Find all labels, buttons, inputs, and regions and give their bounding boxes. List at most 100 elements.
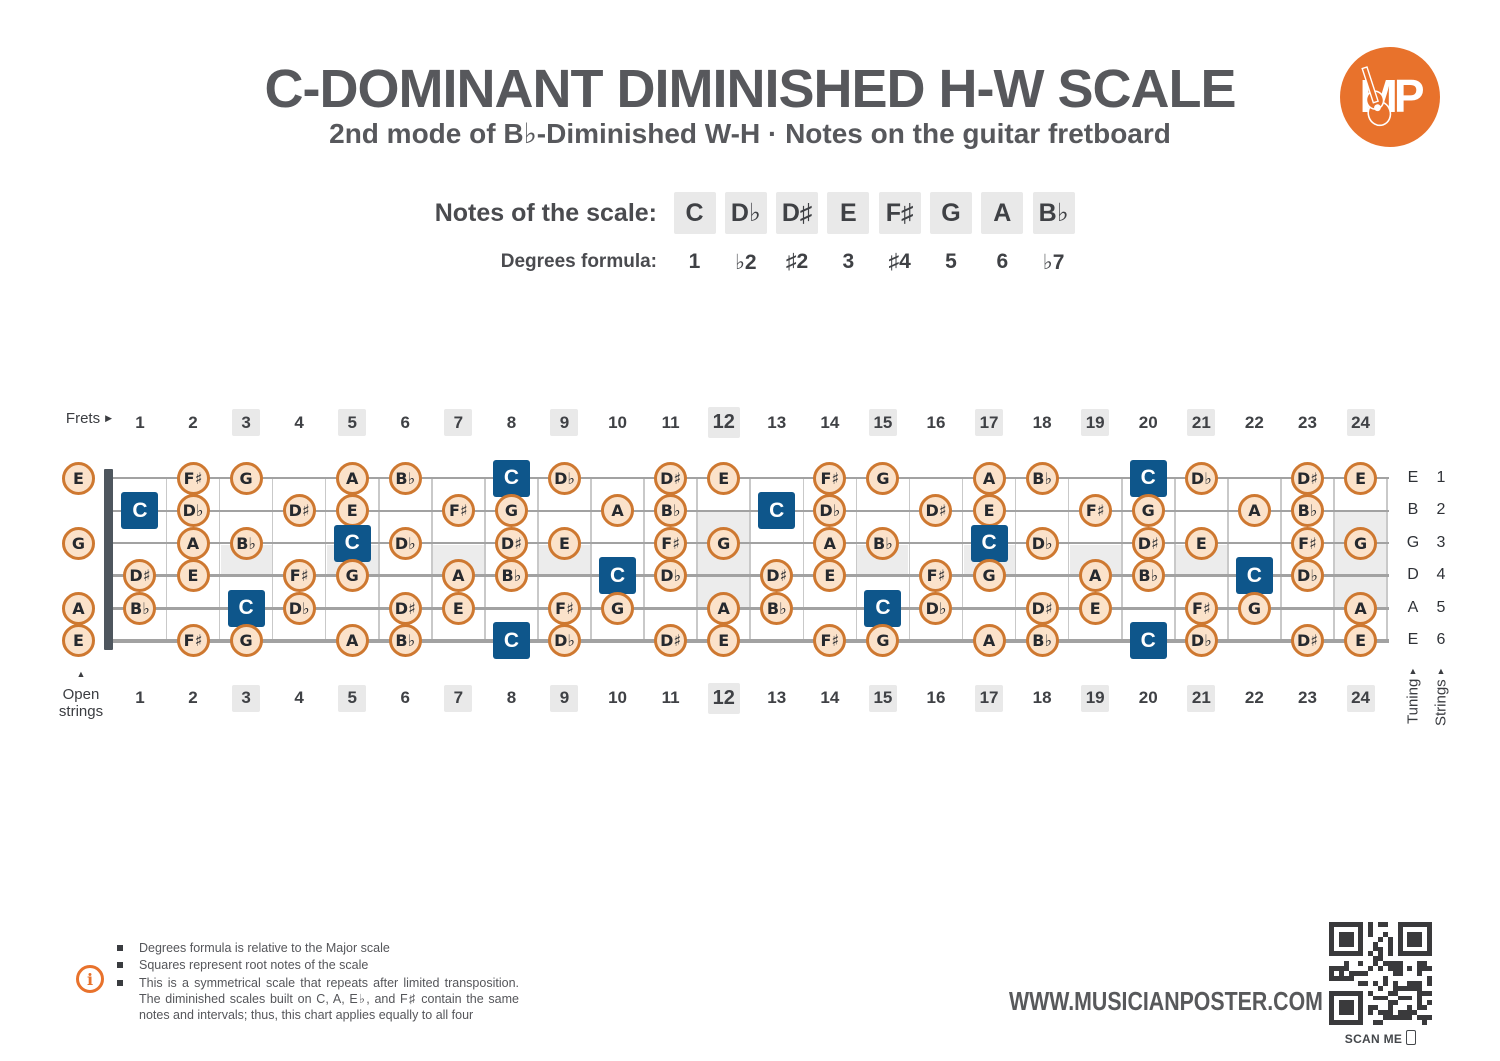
qr-module (1422, 990, 1428, 996)
qr-module (1397, 922, 1403, 927)
degree-value: 3 (842, 250, 855, 273)
qr-module (1338, 931, 1344, 937)
website-url: WWW.MUSICIANPOSTER.COM (1009, 986, 1323, 1016)
qr-module (1417, 1005, 1423, 1011)
qr-module (1422, 961, 1428, 967)
note-marker: D♭ (176, 494, 210, 528)
qr-module (1417, 922, 1423, 927)
qr-module (1348, 1005, 1354, 1011)
note-marker: E (1078, 591, 1112, 625)
fret-number: 17 (975, 409, 1004, 436)
qr-module (1402, 1010, 1408, 1016)
qr-module (1329, 995, 1334, 1001)
fret-wire (484, 477, 486, 642)
fret-number: 2 (188, 412, 198, 432)
fret-number: 7 (444, 684, 473, 712)
qr-module (1348, 936, 1354, 942)
qr-module (1407, 1015, 1413, 1021)
note-marker: B♭ (388, 461, 422, 495)
qr-module (1348, 990, 1354, 996)
fret-wire (749, 477, 752, 642)
qr-module (1378, 956, 1383, 962)
note-marker: E (1184, 526, 1218, 560)
qr-module (1353, 922, 1359, 927)
qr-module (1407, 966, 1413, 972)
note-marker: A (62, 591, 95, 625)
qr-module (1397, 966, 1403, 972)
qr-module (1358, 922, 1364, 927)
qr-module (1343, 1005, 1349, 1011)
note-marker: B♭ (1025, 624, 1059, 658)
qr-module (1422, 1015, 1428, 1021)
qr-module (1343, 951, 1349, 957)
fret-wire (1067, 477, 1070, 642)
qr-module (1397, 941, 1403, 947)
string-number: 4 (1436, 566, 1446, 584)
footnote-text: Degrees formula is relative to the Major… (139, 941, 390, 955)
qr-module (1387, 946, 1393, 952)
info-icon: i (76, 965, 104, 993)
qr-module (1358, 1010, 1364, 1016)
scale-note-chip: D♯ (776, 192, 819, 234)
qr-module (1338, 1020, 1344, 1025)
qr-module (1392, 980, 1398, 986)
root-note-marker: C (492, 622, 530, 660)
qr-module (1348, 931, 1354, 937)
degree-value: ♯4 (888, 250, 911, 273)
note-marker: D♭ (919, 591, 953, 625)
qr-module (1417, 990, 1423, 996)
qr-module (1427, 975, 1432, 981)
fret-number: 5 (338, 409, 367, 436)
qr-module (1338, 951, 1344, 957)
notes-of-scale-label: Notes of the scale: (434, 199, 657, 227)
fret-wire (1227, 477, 1229, 642)
qr-module (1373, 1020, 1379, 1025)
fret-number: 16 (926, 412, 946, 432)
qr-module (1368, 1005, 1374, 1011)
note-marker: G (1237, 591, 1271, 625)
note-marker: F♯ (919, 559, 953, 593)
note-marker: F♯ (547, 591, 581, 625)
qr-module (1329, 966, 1334, 972)
scan-me-text: SCAN ME (1344, 1032, 1403, 1046)
qr-module (1397, 926, 1403, 932)
footnote-text: Squares represent root notes of the scal… (139, 958, 369, 973)
qr-module (1378, 951, 1383, 957)
fret-number: 12 (707, 407, 740, 438)
qr-module (1427, 1020, 1432, 1025)
frets-label-text: Frets (65, 410, 101, 427)
qr-module (1387, 966, 1393, 972)
qr-module (1343, 990, 1349, 996)
qr-module (1329, 971, 1334, 976)
fret-wire (1280, 477, 1282, 642)
degree-value: 5 (945, 250, 957, 273)
qr-module (1407, 936, 1413, 942)
qr-module (1387, 936, 1393, 942)
qr-module (1427, 966, 1432, 972)
note-marker: A (335, 624, 369, 658)
qr-module (1407, 985, 1413, 991)
guitar-icon (1361, 66, 1392, 127)
square-bullet-icon (117, 962, 123, 969)
note-marker: D♯ (1290, 624, 1324, 658)
qr-module (1397, 985, 1403, 991)
qr-module (1373, 956, 1379, 962)
fret-number: 22 (1244, 688, 1264, 707)
qr-module (1407, 922, 1413, 927)
qr-module (1373, 1005, 1379, 1011)
string-number: 3 (1436, 533, 1446, 551)
note-marker: G (866, 461, 900, 495)
root-note-marker: C (1129, 459, 1167, 497)
qr-module (1373, 995, 1379, 1001)
qr-module (1412, 1010, 1418, 1016)
note-marker: D♭ (813, 494, 847, 528)
qr-module (1397, 1015, 1403, 1021)
fret-number: 18 (1032, 412, 1052, 432)
fret-number: 2 (188, 688, 198, 707)
qr-module (1392, 985, 1398, 991)
qr-module (1358, 1000, 1364, 1006)
fret-wire (324, 477, 327, 642)
fret-wire (908, 477, 911, 642)
note-marker: B♭ (1290, 494, 1324, 528)
qr-module (1373, 941, 1379, 947)
